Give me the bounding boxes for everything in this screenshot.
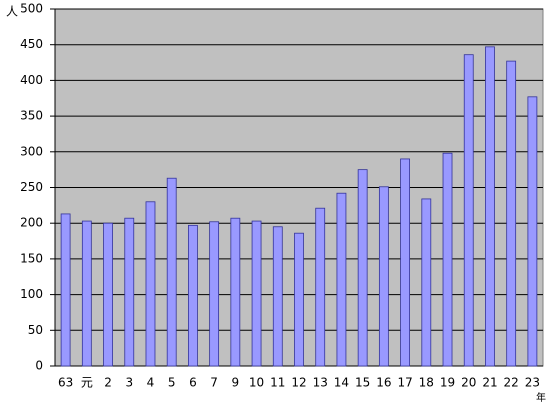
bar — [485, 46, 495, 367]
y-tick-label: 50 — [28, 323, 43, 337]
bar — [336, 192, 347, 367]
bar — [400, 158, 410, 367]
y-tick-label: 300 — [20, 144, 43, 158]
x-tick-label: 63 — [58, 376, 73, 390]
x-tick-label: 3 — [125, 376, 133, 390]
bar — [81, 220, 92, 367]
bar — [294, 232, 304, 367]
x-tick-label: 23 — [525, 376, 540, 390]
x-tick-label: 15 — [355, 376, 370, 390]
bar — [124, 217, 135, 367]
y-tick-label: 400 — [20, 73, 43, 87]
x-tick-label: 11 — [270, 376, 285, 390]
bar — [272, 226, 283, 367]
x-axis-label: 年 — [536, 391, 546, 404]
x-tick-label: 6 — [189, 376, 197, 390]
x-tick-label: 7 — [210, 376, 218, 390]
bar — [315, 207, 326, 367]
x-tick-label: 9 — [232, 376, 240, 390]
x-tick-label: 14 — [334, 376, 349, 390]
bar — [251, 220, 262, 367]
y-tick-label: 250 — [20, 180, 43, 194]
x-tick-label: 2 — [104, 376, 112, 390]
bar — [463, 54, 474, 367]
y-tick-label: 200 — [20, 216, 43, 230]
x-tick-label: 12 — [291, 376, 306, 390]
x-tick-label: 17 — [397, 376, 412, 390]
y-tick-label: 450 — [20, 37, 43, 51]
bar — [188, 224, 198, 367]
bar — [166, 177, 177, 367]
bar — [145, 201, 156, 367]
y-tick-label: 350 — [20, 109, 43, 123]
x-tick-label: 10 — [249, 376, 264, 390]
bar — [527, 96, 538, 367]
x-tick-label: 19 — [440, 376, 455, 390]
x-tick-label: 4 — [147, 376, 155, 390]
bar — [506, 60, 517, 367]
bar — [230, 217, 241, 367]
bar — [209, 221, 220, 367]
y-axis-label: 人 — [6, 5, 18, 19]
x-tick-label: 13 — [313, 376, 328, 390]
bar — [421, 198, 432, 367]
x-tick-label: 20 — [461, 376, 476, 390]
x-tick-label: 21 — [482, 376, 497, 390]
x-tick-label: 16 — [376, 376, 391, 390]
bar — [442, 152, 453, 367]
bar — [60, 213, 71, 367]
bar — [378, 186, 389, 367]
x-tick-label: 18 — [419, 376, 434, 390]
x-tick-label: 5 — [168, 376, 176, 390]
y-tick-label: 150 — [20, 251, 43, 265]
x-tick-label: 元 — [81, 376, 93, 390]
y-tick-label: 100 — [20, 287, 43, 301]
y-tick-label: 500 — [20, 2, 43, 16]
bar — [357, 169, 368, 367]
x-tick-label: 22 — [504, 376, 519, 390]
y-tick-label: 0 — [35, 359, 43, 373]
bar — [103, 222, 113, 367]
